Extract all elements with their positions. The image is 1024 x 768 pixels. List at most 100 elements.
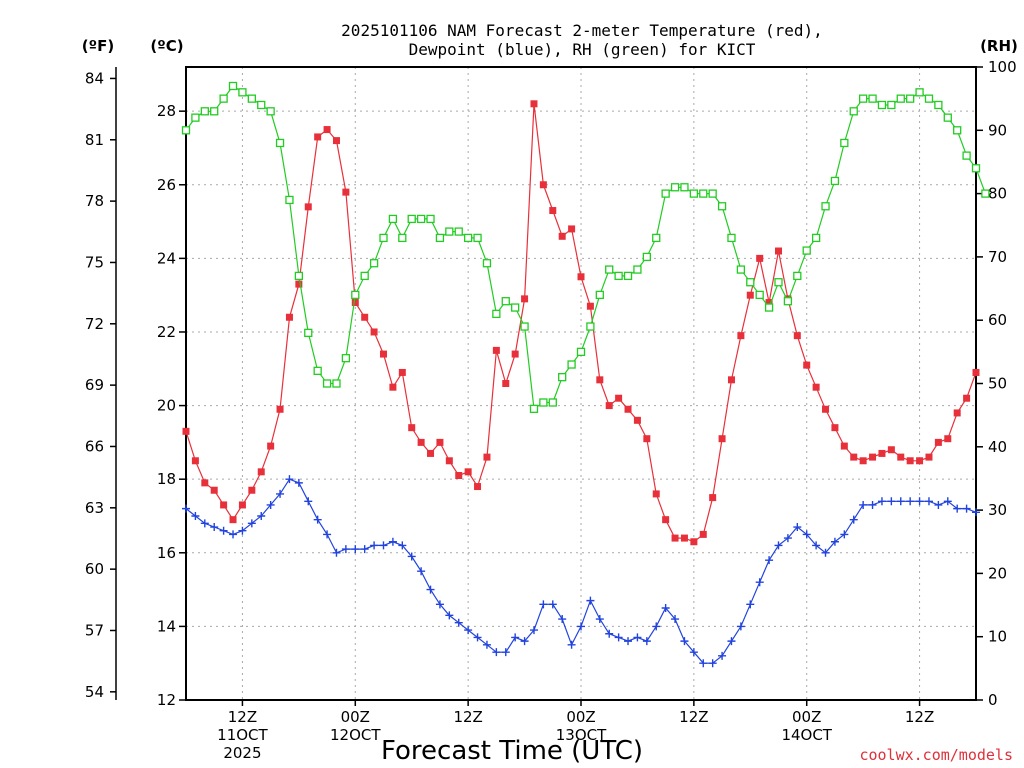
data-point: [962, 504, 971, 513]
data-point: [511, 350, 519, 358]
f-tick-label: 78: [85, 192, 104, 210]
data-point: [567, 360, 576, 369]
data-point: [830, 176, 840, 186]
data-point: [680, 637, 689, 646]
data-point: [887, 446, 895, 454]
data-point: [388, 537, 397, 546]
data-point: [877, 497, 886, 506]
data-point: [332, 379, 341, 388]
rh-tick-label: 30: [988, 501, 1007, 519]
data-point: [398, 233, 407, 243]
data-point: [482, 640, 491, 649]
data-point: [963, 394, 971, 402]
x-tick-label: 12Z: [679, 708, 708, 726]
data-point: [417, 438, 425, 446]
data-point: [972, 368, 980, 376]
data-point: [934, 100, 943, 110]
data-point: [539, 398, 548, 407]
data-point: [849, 515, 858, 524]
data-point: [972, 508, 980, 517]
data-point: [718, 651, 727, 660]
rh-tick-label: 60: [988, 311, 1007, 329]
data-point: [896, 94, 905, 103]
rh-tick-label: 20: [988, 564, 1007, 582]
data-point: [906, 94, 915, 103]
data-point: [445, 457, 453, 465]
data-point: [746, 278, 755, 287]
data-point: [614, 271, 623, 281]
data-point: [435, 600, 444, 609]
data-point: [840, 530, 849, 539]
data-point: [191, 457, 199, 465]
data-point: [304, 328, 313, 338]
data-point: [934, 500, 943, 509]
data-point: [558, 615, 567, 624]
data-point: [181, 126, 191, 135]
data-point: [388, 214, 398, 224]
data-point: [210, 107, 219, 116]
data-point: [897, 453, 905, 461]
data-point: [718, 435, 726, 443]
data-point: [642, 637, 651, 646]
data-point: [238, 501, 246, 509]
data-point: [455, 472, 463, 480]
f-tick-label: 81: [85, 131, 104, 149]
data-point: [812, 541, 821, 550]
fahrenheit-unit-label: (ºF): [82, 37, 114, 55]
data-point: [529, 626, 538, 635]
data-point: [379, 541, 388, 550]
data-point: [502, 380, 510, 387]
data-point: [417, 567, 426, 576]
x-tick-label: 12Z: [905, 708, 934, 726]
data-point: [840, 442, 848, 450]
data-point: [624, 405, 632, 413]
data-point: [623, 271, 633, 281]
data-point: [802, 530, 811, 539]
data-point: [624, 637, 633, 646]
data-point: [294, 478, 303, 487]
data-point: [859, 457, 867, 465]
data-point: [257, 511, 266, 520]
data-point: [267, 442, 275, 450]
data-point: [295, 280, 303, 288]
data-point: [709, 494, 717, 502]
c-tick-label: 26: [157, 176, 176, 194]
data-point: [699, 189, 708, 198]
data-point: [924, 497, 933, 506]
data-point: [539, 600, 548, 609]
data-point: [285, 195, 294, 205]
f-tick-label: 63: [85, 499, 104, 517]
data-point: [699, 659, 708, 668]
data-point: [727, 637, 736, 646]
data-point: [464, 468, 472, 476]
data-point: [774, 541, 783, 550]
data-point: [605, 629, 614, 638]
data-point: [567, 640, 576, 649]
rh-tick-label: 40: [988, 438, 1007, 456]
data-point: [427, 449, 435, 457]
data-point: [793, 332, 801, 340]
data-point: [727, 233, 736, 243]
series-line: [185, 85, 986, 410]
data-point: [492, 648, 501, 657]
data-point: [276, 405, 284, 413]
data-point: [708, 189, 717, 198]
data-point: [783, 297, 793, 306]
data-point: [614, 633, 623, 642]
data-point: [492, 346, 500, 354]
data-point: [595, 615, 604, 624]
series-0: [182, 100, 980, 546]
data-point: [633, 633, 642, 642]
data-point: [755, 578, 764, 587]
data-point: [577, 622, 585, 631]
f-tick-label: 60: [85, 560, 104, 578]
data-point: [916, 457, 924, 465]
data-point: [605, 402, 613, 410]
data-point: [568, 225, 576, 233]
data-point: [689, 189, 699, 198]
chart-title-line-2: Dewpoint (blue), RH (green) for KICT: [409, 40, 756, 59]
grid-lines: [186, 67, 976, 701]
data-point: [633, 265, 642, 274]
